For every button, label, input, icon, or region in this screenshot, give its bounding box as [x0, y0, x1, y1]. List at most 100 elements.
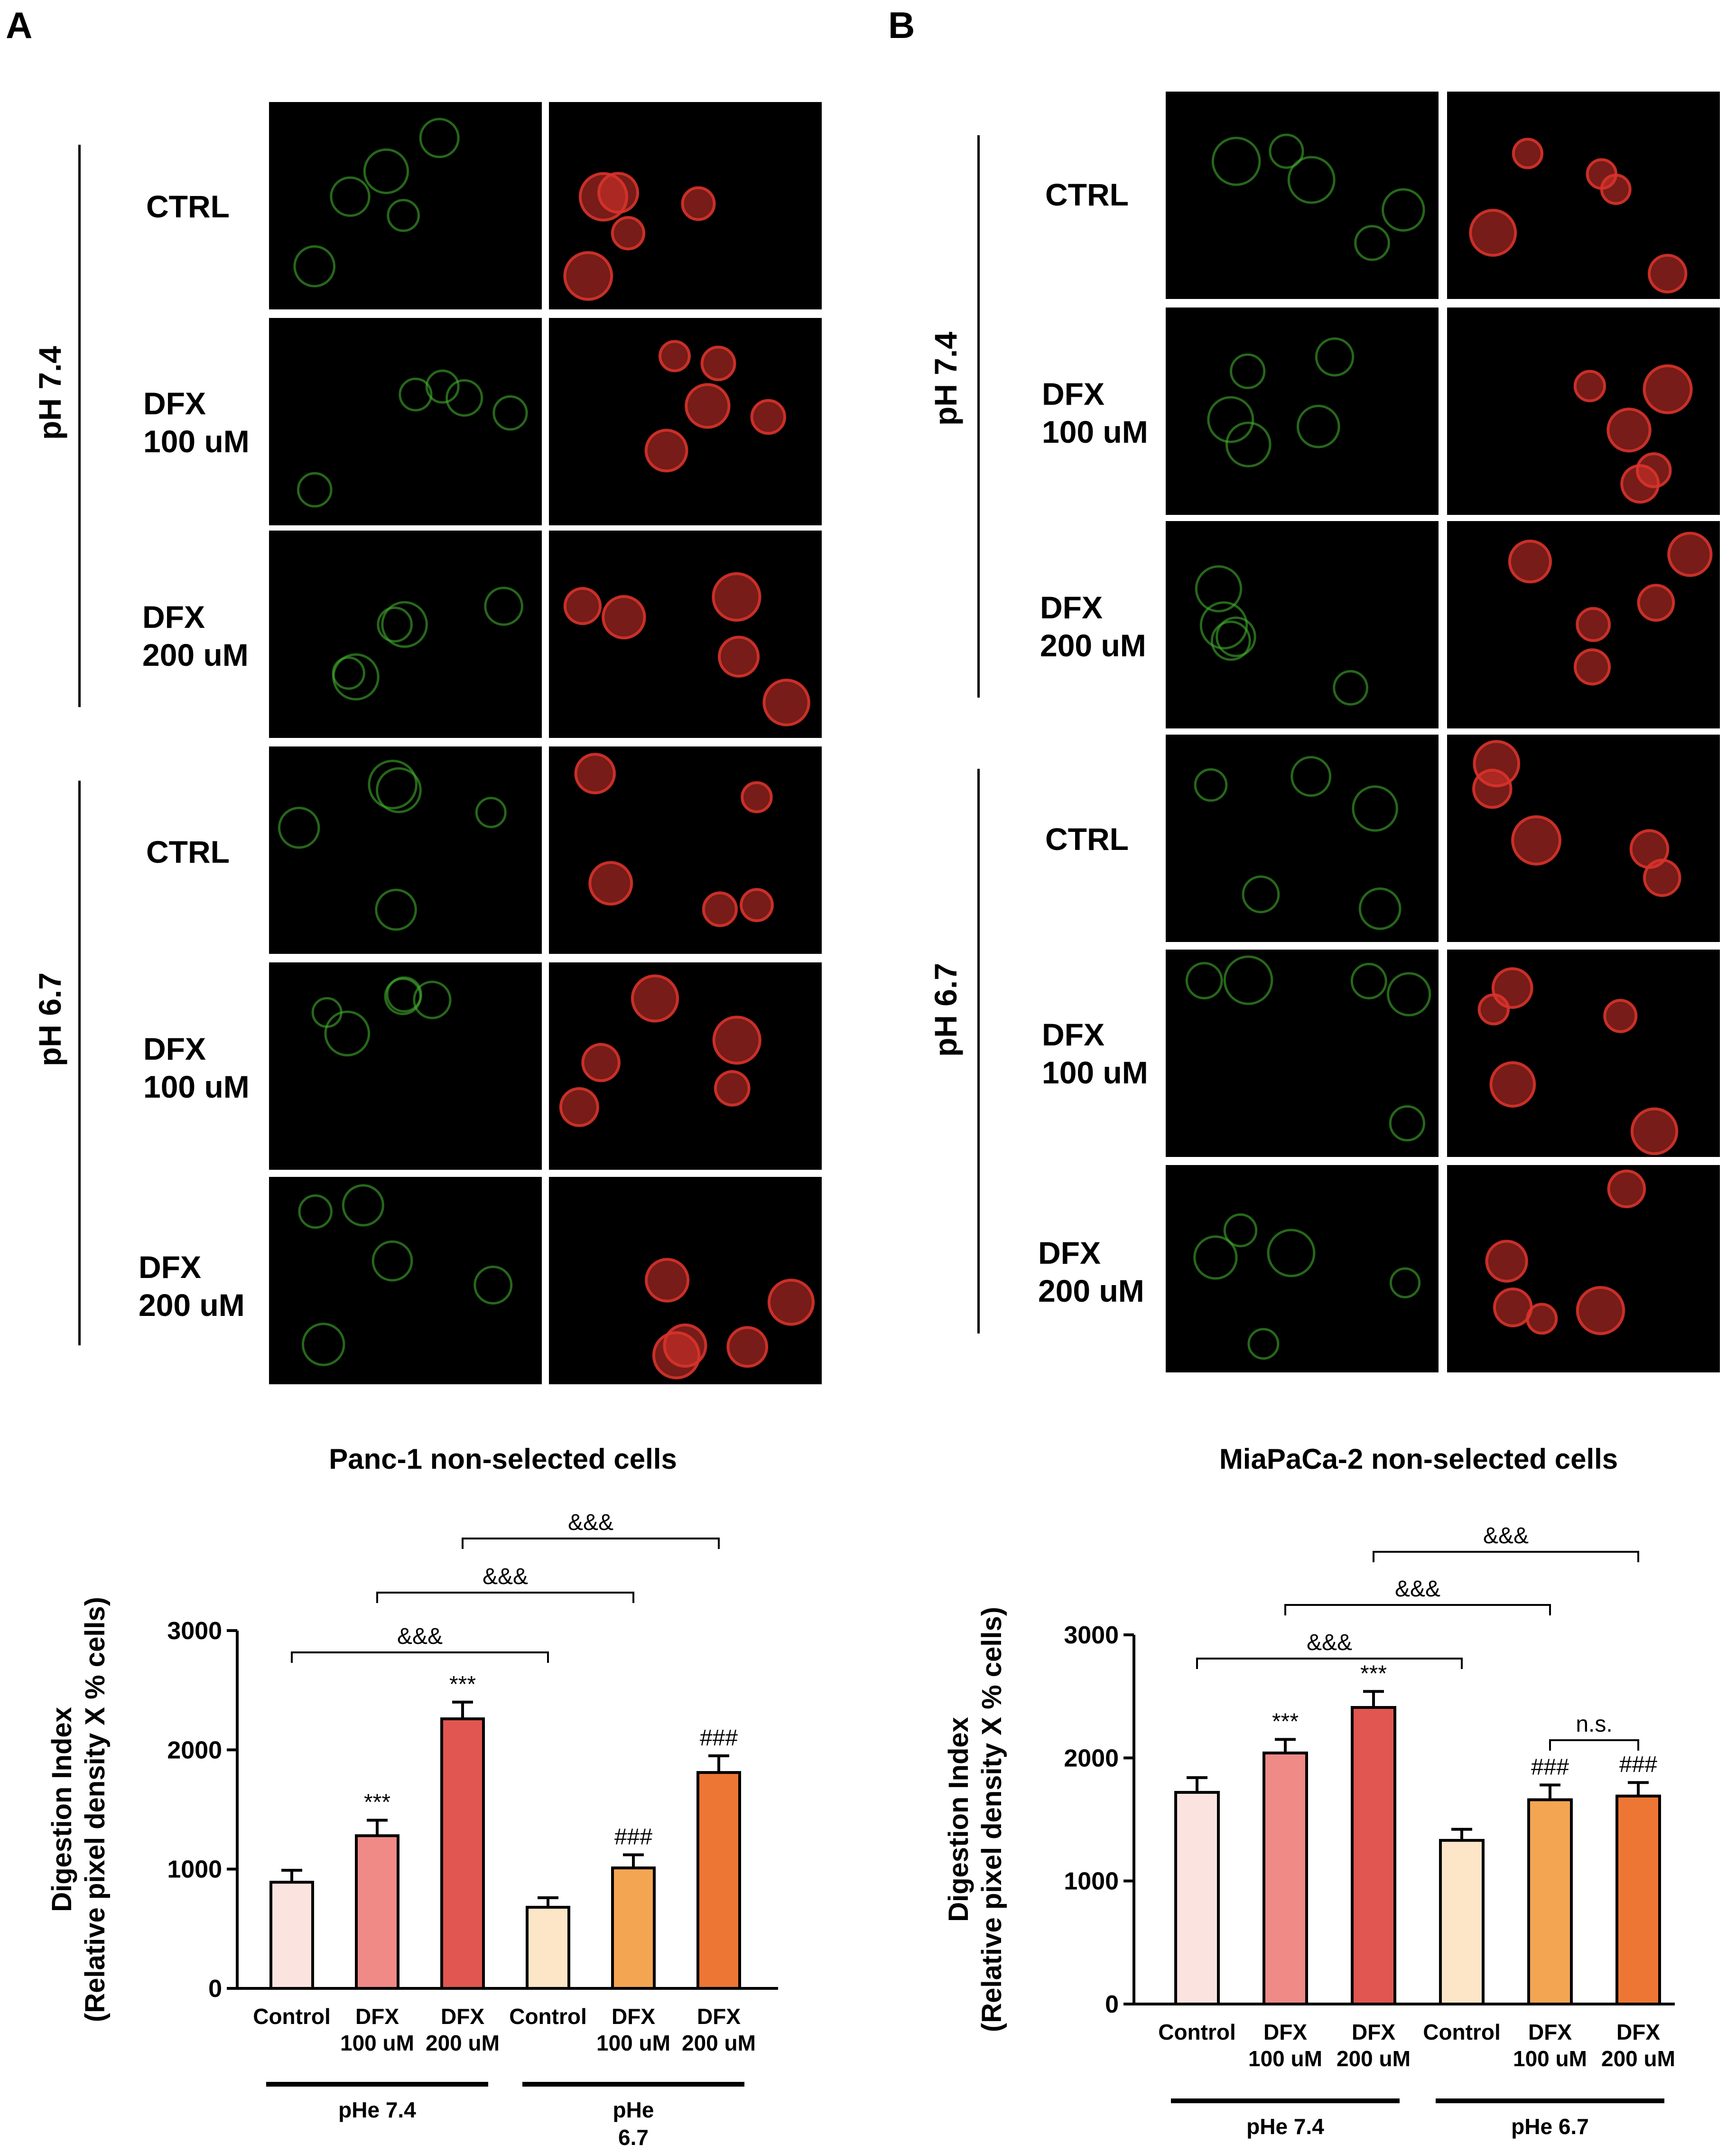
cell-shape — [1185, 962, 1223, 999]
comparison-bracket — [291, 1651, 549, 1663]
micrograph-a-r1-green — [269, 102, 542, 309]
category-label: DFX — [1352, 2020, 1395, 2044]
group-line-a-ph74 — [78, 145, 81, 707]
micrograph-b-r2-red — [1447, 308, 1720, 515]
micrograph-b-r5-green — [1166, 950, 1439, 1157]
cell-shape — [741, 781, 773, 813]
micrograph-a-r5-green — [269, 962, 542, 1170]
cell-shape — [1573, 648, 1611, 686]
group-label: pHe 7.4 — [338, 2098, 416, 2122]
cell-shape — [1350, 962, 1387, 999]
row-label-a-dfx200-67: DFX 200 uM — [139, 1250, 245, 1323]
cell-shape — [1230, 353, 1266, 389]
cell-shape — [1508, 540, 1552, 584]
row-label-a-dfx100-67: DFX 100 uM — [143, 1031, 250, 1104]
cell-shape — [1637, 584, 1675, 622]
row-label-b-ctrl-74: CTRL — [1045, 177, 1129, 212]
category-label: 200 uM — [1337, 2046, 1411, 2071]
comparison-bracket — [462, 1538, 720, 1549]
ph-label-a-67: pH 6.7 — [32, 972, 67, 1067]
cell-shape — [652, 1331, 701, 1380]
cell-shape — [1389, 1267, 1421, 1298]
cell-shape — [563, 251, 613, 301]
cell-shape — [376, 767, 422, 813]
category-label: 200 uM — [682, 2031, 756, 2055]
cell-shape — [1223, 955, 1273, 1005]
group-line-a-ph67 — [78, 781, 81, 1345]
cell-shape — [1667, 532, 1713, 577]
cell-shape — [1210, 620, 1251, 661]
cell-shape — [1573, 370, 1606, 402]
micrograph-a-r2-red — [549, 318, 822, 525]
cell-shape — [1287, 156, 1336, 204]
bar — [355, 1834, 399, 1990]
cell-shape — [1225, 421, 1272, 467]
comparison-bracket — [376, 1592, 634, 1603]
cell-shape — [1358, 887, 1402, 930]
cell-shape — [1576, 1286, 1625, 1335]
group-label: 6.7 — [618, 2125, 649, 2150]
panel-letter-a: A — [6, 4, 33, 46]
cell-shape — [330, 176, 371, 217]
bar — [611, 1866, 656, 1990]
cell-shape — [740, 888, 774, 923]
cell-shape — [1211, 137, 1261, 186]
bar — [269, 1881, 314, 1990]
cell-shape — [563, 587, 602, 625]
cell-shape — [762, 679, 810, 727]
micrograph-a-r6-red — [549, 1177, 822, 1384]
category-label: DFX — [1528, 2020, 1572, 2044]
comparison-bracket — [1549, 1739, 1639, 1751]
cell-shape — [1485, 1240, 1528, 1283]
cell-shape — [1469, 209, 1517, 257]
micrograph-a-r4-green — [269, 746, 542, 954]
cell-shape — [588, 861, 633, 906]
cell-shape — [1389, 1105, 1425, 1142]
cell-shape — [714, 1070, 751, 1107]
micrograph-a-r4-red — [549, 746, 822, 954]
panel-letter-b: B — [888, 4, 915, 46]
significance-label: ### — [700, 1725, 738, 1751]
micrograph-b-r1-red — [1447, 92, 1720, 299]
y-tick-label: 0 — [208, 1975, 222, 2003]
cell-shape — [750, 399, 786, 435]
category-label: DFX — [612, 2004, 655, 2029]
micrograph-a-r1-red — [549, 102, 822, 309]
significance-label: *** — [1272, 1709, 1299, 1734]
cell-shape — [278, 807, 320, 849]
row-label-b-dfx100-67: DFX 100 uM — [1042, 1017, 1148, 1090]
bracket-label: &&& — [1395, 1576, 1440, 1602]
group-label: pHe — [613, 2098, 654, 2122]
row-label-a-ctrl-67: CTRL — [146, 834, 230, 869]
cell-shape — [473, 1266, 513, 1305]
ph-label-b-74: pH 7.4 — [928, 331, 963, 426]
bar — [1439, 1839, 1485, 2005]
cell-shape — [446, 379, 483, 417]
cell-shape — [419, 118, 460, 159]
chart-title-a: Panc-1 non-selected cells — [329, 1443, 677, 1475]
ph-label-a-74: pH 7.4 — [32, 345, 67, 440]
cell-shape — [1290, 756, 1332, 797]
significance-label: *** — [1360, 1661, 1387, 1686]
micrograph-b-r4-red — [1447, 735, 1720, 942]
cell-shape — [1296, 404, 1340, 448]
cell-shape — [1199, 601, 1248, 650]
cell-shape — [712, 572, 761, 622]
bar — [526, 1906, 570, 1990]
cell-shape — [1647, 253, 1688, 294]
bracket-label: &&& — [397, 1624, 443, 1649]
cell-shape — [1387, 972, 1431, 1016]
cell-shape — [1511, 815, 1561, 866]
row-label-a-dfx200-74: DFX 200 uM — [142, 599, 249, 672]
cell-shape — [425, 369, 460, 404]
cell-shape — [298, 1194, 333, 1229]
category-label: DFX — [697, 2004, 741, 2029]
cell-shape — [1193, 1235, 1238, 1280]
category-label: Control — [253, 2004, 331, 2029]
cell-shape — [631, 974, 679, 1023]
bar — [1527, 1798, 1573, 2005]
cell-shape — [597, 172, 640, 214]
cell-shape — [381, 601, 428, 648]
cell-shape — [611, 216, 646, 251]
bar — [1615, 1794, 1661, 2006]
